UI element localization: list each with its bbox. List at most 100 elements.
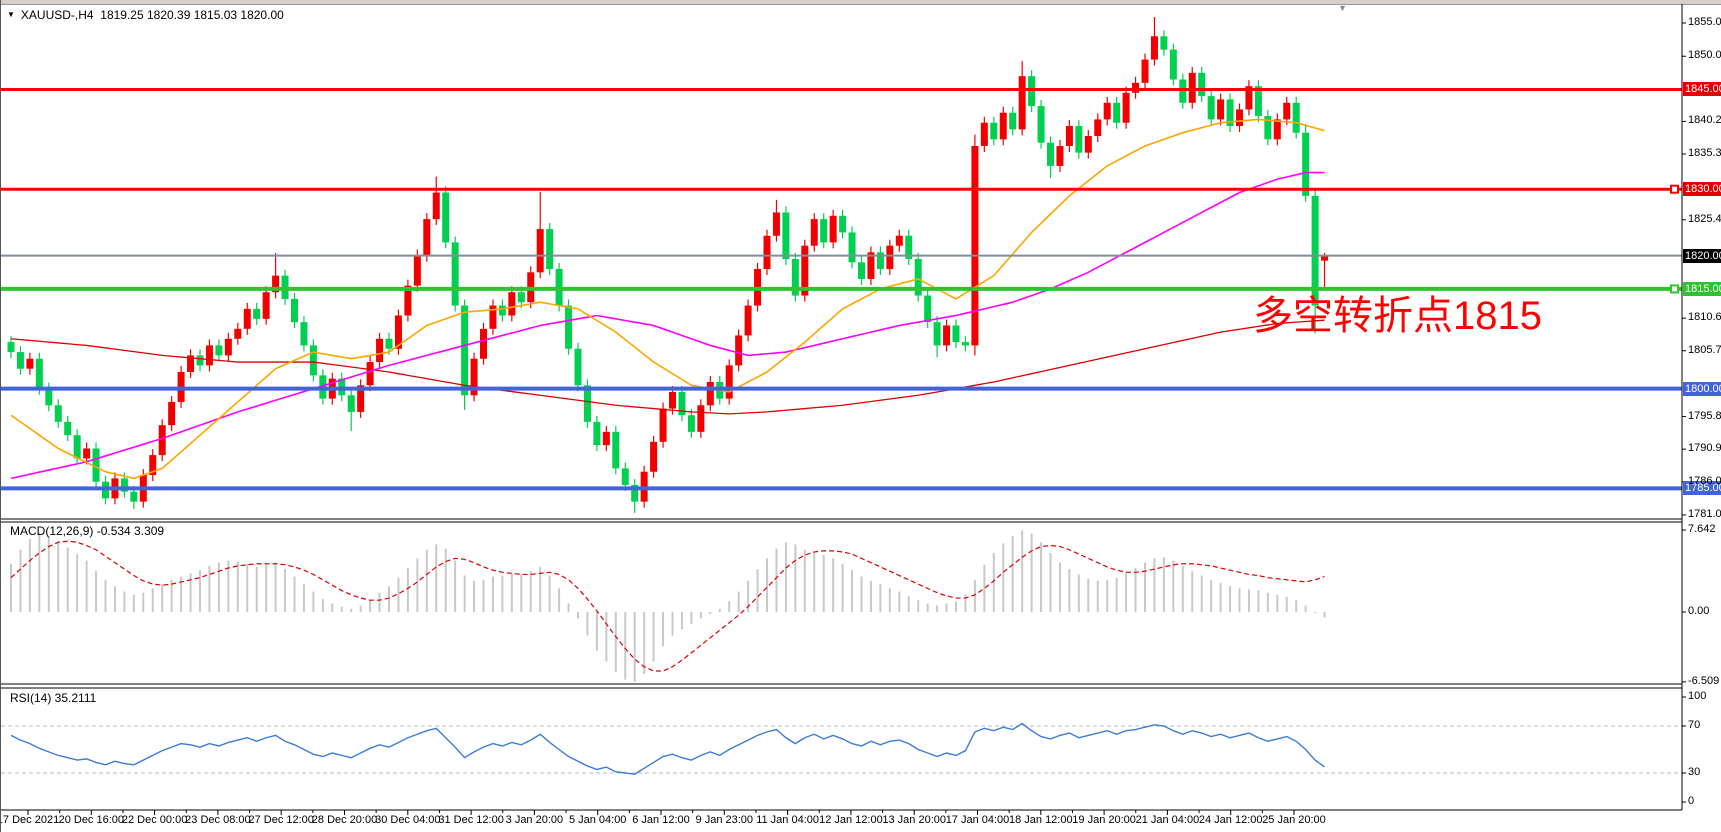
date-axis-label: 12 Jan 12:00 xyxy=(819,814,883,826)
candle-body xyxy=(574,348,582,386)
candle-body xyxy=(1103,102,1111,120)
candle-body xyxy=(971,145,979,346)
macd-axis-label: 7.642 xyxy=(1688,523,1716,535)
date-axis-label: 6 Jan 12:00 xyxy=(632,814,690,826)
candle-body xyxy=(1264,116,1272,140)
candle-body xyxy=(224,338,232,356)
candle-body xyxy=(1273,119,1281,140)
macd-indicator-label: MACD(12,26,9) -0.534 3.309 xyxy=(10,524,165,538)
candle-body xyxy=(810,219,818,246)
candle-body xyxy=(886,245,894,269)
candle-body xyxy=(272,275,280,293)
candle-body xyxy=(1311,195,1319,306)
candle-body xyxy=(980,122,988,146)
candle-body xyxy=(924,295,932,323)
candle-body xyxy=(1094,119,1102,137)
ma-mid-line xyxy=(10,171,1325,480)
candle-body xyxy=(772,212,780,236)
macd-signal-line xyxy=(10,540,1325,672)
candle-body xyxy=(54,405,62,422)
candle-body xyxy=(309,345,317,376)
candle-body xyxy=(1245,86,1253,110)
candle-body xyxy=(442,192,450,243)
price-axis-label: 1805.70 xyxy=(1688,343,1721,356)
candle-body xyxy=(1028,76,1036,107)
rsi-indicator-label: RSI(14) 35.2111 xyxy=(10,691,97,705)
candle-body xyxy=(64,421,72,436)
candle-body xyxy=(735,335,743,366)
candle-body xyxy=(83,448,91,459)
candle-body xyxy=(234,328,242,339)
candle-body xyxy=(130,491,138,502)
candle-body xyxy=(1283,102,1291,120)
date-axis-label: 31 Dec 12:00 xyxy=(438,814,504,826)
symbol-dropdown-icon[interactable]: ▼ xyxy=(7,10,15,19)
candle-body xyxy=(999,112,1007,140)
window-top-strip xyxy=(1,0,1721,5)
candle-body xyxy=(1150,36,1158,60)
candle-body xyxy=(990,122,998,140)
candle-body xyxy=(7,342,15,353)
candle-body xyxy=(1037,106,1045,143)
ma-fast-line xyxy=(10,118,1325,480)
candle-body xyxy=(394,315,402,349)
candle-body xyxy=(829,215,837,243)
candle-body xyxy=(413,255,421,286)
chart-header: ▼ XAUUSD-,H4 1819.25 1820.39 1815.03 1820… xyxy=(7,8,284,22)
candle-body xyxy=(687,415,695,432)
candle-body xyxy=(404,285,412,316)
level-line-handle[interactable] xyxy=(1670,184,1679,194)
ohlc-values: 1819.25 1820.39 1815.03 1820.00 xyxy=(100,8,284,22)
candle-body xyxy=(933,322,941,346)
candle-body xyxy=(291,298,298,323)
candle-body xyxy=(1207,96,1215,120)
candle-body xyxy=(848,232,856,263)
chart-shift-marker-icon: ▼ xyxy=(1338,3,1347,13)
price-axis-label: 1795.80 xyxy=(1688,409,1721,422)
candle-body xyxy=(508,292,516,316)
rsi-axis-label: 0 xyxy=(1688,795,1695,807)
candle-body xyxy=(1141,59,1149,83)
date-axis-label: 3 Jan 20:00 xyxy=(505,814,564,826)
date-axis-label: 13 Jan 20:00 xyxy=(882,814,946,826)
price-axis-label: 1840.20 xyxy=(1688,114,1721,127)
candle-body xyxy=(480,328,487,359)
level-line-handle[interactable] xyxy=(1670,284,1679,294)
candle-body xyxy=(366,362,374,386)
candle-body xyxy=(1084,136,1092,153)
candle-body xyxy=(1065,126,1073,146)
candle-body xyxy=(1254,86,1262,117)
candle-body xyxy=(725,365,733,399)
candle-body xyxy=(659,408,667,442)
date-axis-label: 17 Jan 04:00 xyxy=(945,814,1010,826)
candle-body xyxy=(858,262,865,279)
candle-body xyxy=(867,252,875,279)
candle-body xyxy=(1226,99,1234,127)
candle-body xyxy=(1302,132,1310,196)
macd-axis-label: 0.00 xyxy=(1688,605,1710,617)
ma-slow-line xyxy=(10,319,1325,415)
candle-body xyxy=(1047,142,1054,166)
candle-body xyxy=(546,229,554,269)
candle-body xyxy=(839,215,847,233)
candle-body xyxy=(489,305,497,329)
date-axis-label: 25 Jan 20:00 xyxy=(1262,814,1326,826)
candle-body xyxy=(621,468,629,486)
date-axis-label: 11 Jan 04:00 xyxy=(756,814,819,826)
candle-body xyxy=(895,235,903,246)
candle-body xyxy=(300,322,308,346)
date-axis-label: 22 Dec 00:00 xyxy=(121,814,188,826)
macd-axis-label: -6.509 xyxy=(1688,674,1720,687)
candle-body xyxy=(706,381,714,406)
date-axis-label: 9 Jan 23:00 xyxy=(695,814,754,826)
candle-body xyxy=(1292,102,1300,133)
candle-body xyxy=(593,421,601,446)
candle-body xyxy=(168,401,176,426)
rsi-line xyxy=(10,722,1325,775)
candle-body xyxy=(470,358,478,396)
price-axis-label: 1835.30 xyxy=(1688,146,1721,159)
price-badge-183000: 1830.00 xyxy=(1683,182,1721,197)
symbol-period-label: XAUUSD-,H4 xyxy=(20,8,94,22)
candle-body xyxy=(1018,76,1026,130)
